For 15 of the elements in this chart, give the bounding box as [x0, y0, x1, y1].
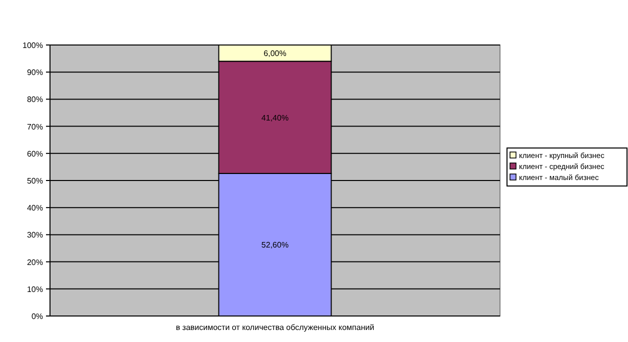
y-tick-label: 10%	[26, 284, 43, 294]
y-tick-label: 50%	[26, 176, 43, 186]
y-tick-label: 20%	[26, 258, 43, 267]
y-tick-label: 40%	[26, 204, 43, 213]
y-tick-label: 30%	[26, 230, 43, 240]
data-label: 41,40%	[261, 113, 289, 122]
y-tick-label: 60%	[26, 149, 43, 158]
data-label: 52,60%	[261, 240, 289, 250]
data-label: 6,00%	[264, 49, 286, 58]
x-tick-label: в зависимости от количества обслуженных компаний	[176, 323, 374, 332]
y-tick-label: 0%	[31, 312, 43, 321]
y-tick-label: 90%	[26, 68, 43, 78]
y-tick-label: 70%	[26, 122, 43, 132]
y-tick-label: 100%	[22, 41, 43, 50]
y-tick-label: 80%	[26, 95, 43, 104]
